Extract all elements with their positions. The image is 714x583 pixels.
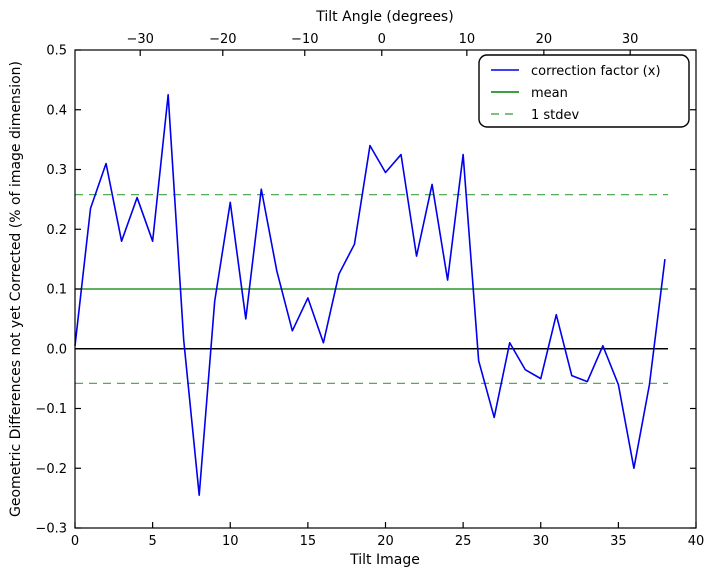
top-axis-ticks: −30 −20 −10 0 10 20 30 <box>126 32 638 56</box>
y-axis-label: Geometric Differences not yet Corrected … <box>8 61 24 517</box>
x-tick-label: 5 <box>148 534 156 549</box>
x-tick-label: 15 <box>300 534 317 549</box>
y-tick-label: 0.2 <box>46 223 67 238</box>
data-series <box>74 94 666 496</box>
x-tick-label: 10 <box>222 534 239 549</box>
y-tick-label: −0.3 <box>35 522 67 537</box>
legend-label-stdev: 1 stdev <box>531 108 580 123</box>
top-tick-label: −20 <box>209 32 236 47</box>
x-tick-label: 20 <box>377 534 394 549</box>
y-tick-label: 0.5 <box>46 44 67 59</box>
reference-lines <box>75 193 669 385</box>
top-axis-title: Tilt Angle (degrees) <box>315 9 453 25</box>
y-tick-label: 0.4 <box>46 103 67 118</box>
top-tick-label: 20 <box>536 32 553 47</box>
plot-generated-layers: 0 5 10 15 20 25 30 35 40−30 −20 −10 0 10 20 300.50.40.… <box>35 32 704 549</box>
x-tick-label: 30 <box>532 534 549 549</box>
legend-label-mean: mean <box>531 86 568 101</box>
y-tick-label: 0.3 <box>46 163 67 178</box>
top-tick-label: −10 <box>291 32 318 47</box>
legend: correction factor (x) mean 1 stdev <box>478 54 690 128</box>
y-tick-label: 0.0 <box>46 342 67 357</box>
correction-factor-line <box>74 94 666 496</box>
top-tick-label: −30 <box>126 32 153 47</box>
legend-label-correction-factor: correction factor (x) <box>531 64 661 79</box>
x-axis-label: Tilt Image <box>349 552 420 568</box>
x-tick-label: 0 <box>71 534 79 549</box>
x-tick-label: 40 <box>688 534 705 549</box>
top-tick-label: 10 <box>459 32 476 47</box>
y-tick-label: −0.1 <box>35 402 67 417</box>
y-tick-label: 0.1 <box>46 283 67 298</box>
y-axis-ticks: 0.5 0.4 0.3 0.2 0.1 0.0 −0.1 −0.2 −0.3 <box>35 44 696 537</box>
x-tick-label: 25 <box>455 534 472 549</box>
y-tick-label: −0.2 <box>35 462 67 477</box>
x-tick-label: 35 <box>610 534 627 549</box>
top-tick-label: 0 <box>378 32 386 47</box>
x-axis-ticks: 0 5 10 15 20 25 30 35 40 <box>71 522 704 549</box>
legend-box <box>478 54 690 128</box>
top-tick-label: 30 <box>622 32 639 47</box>
